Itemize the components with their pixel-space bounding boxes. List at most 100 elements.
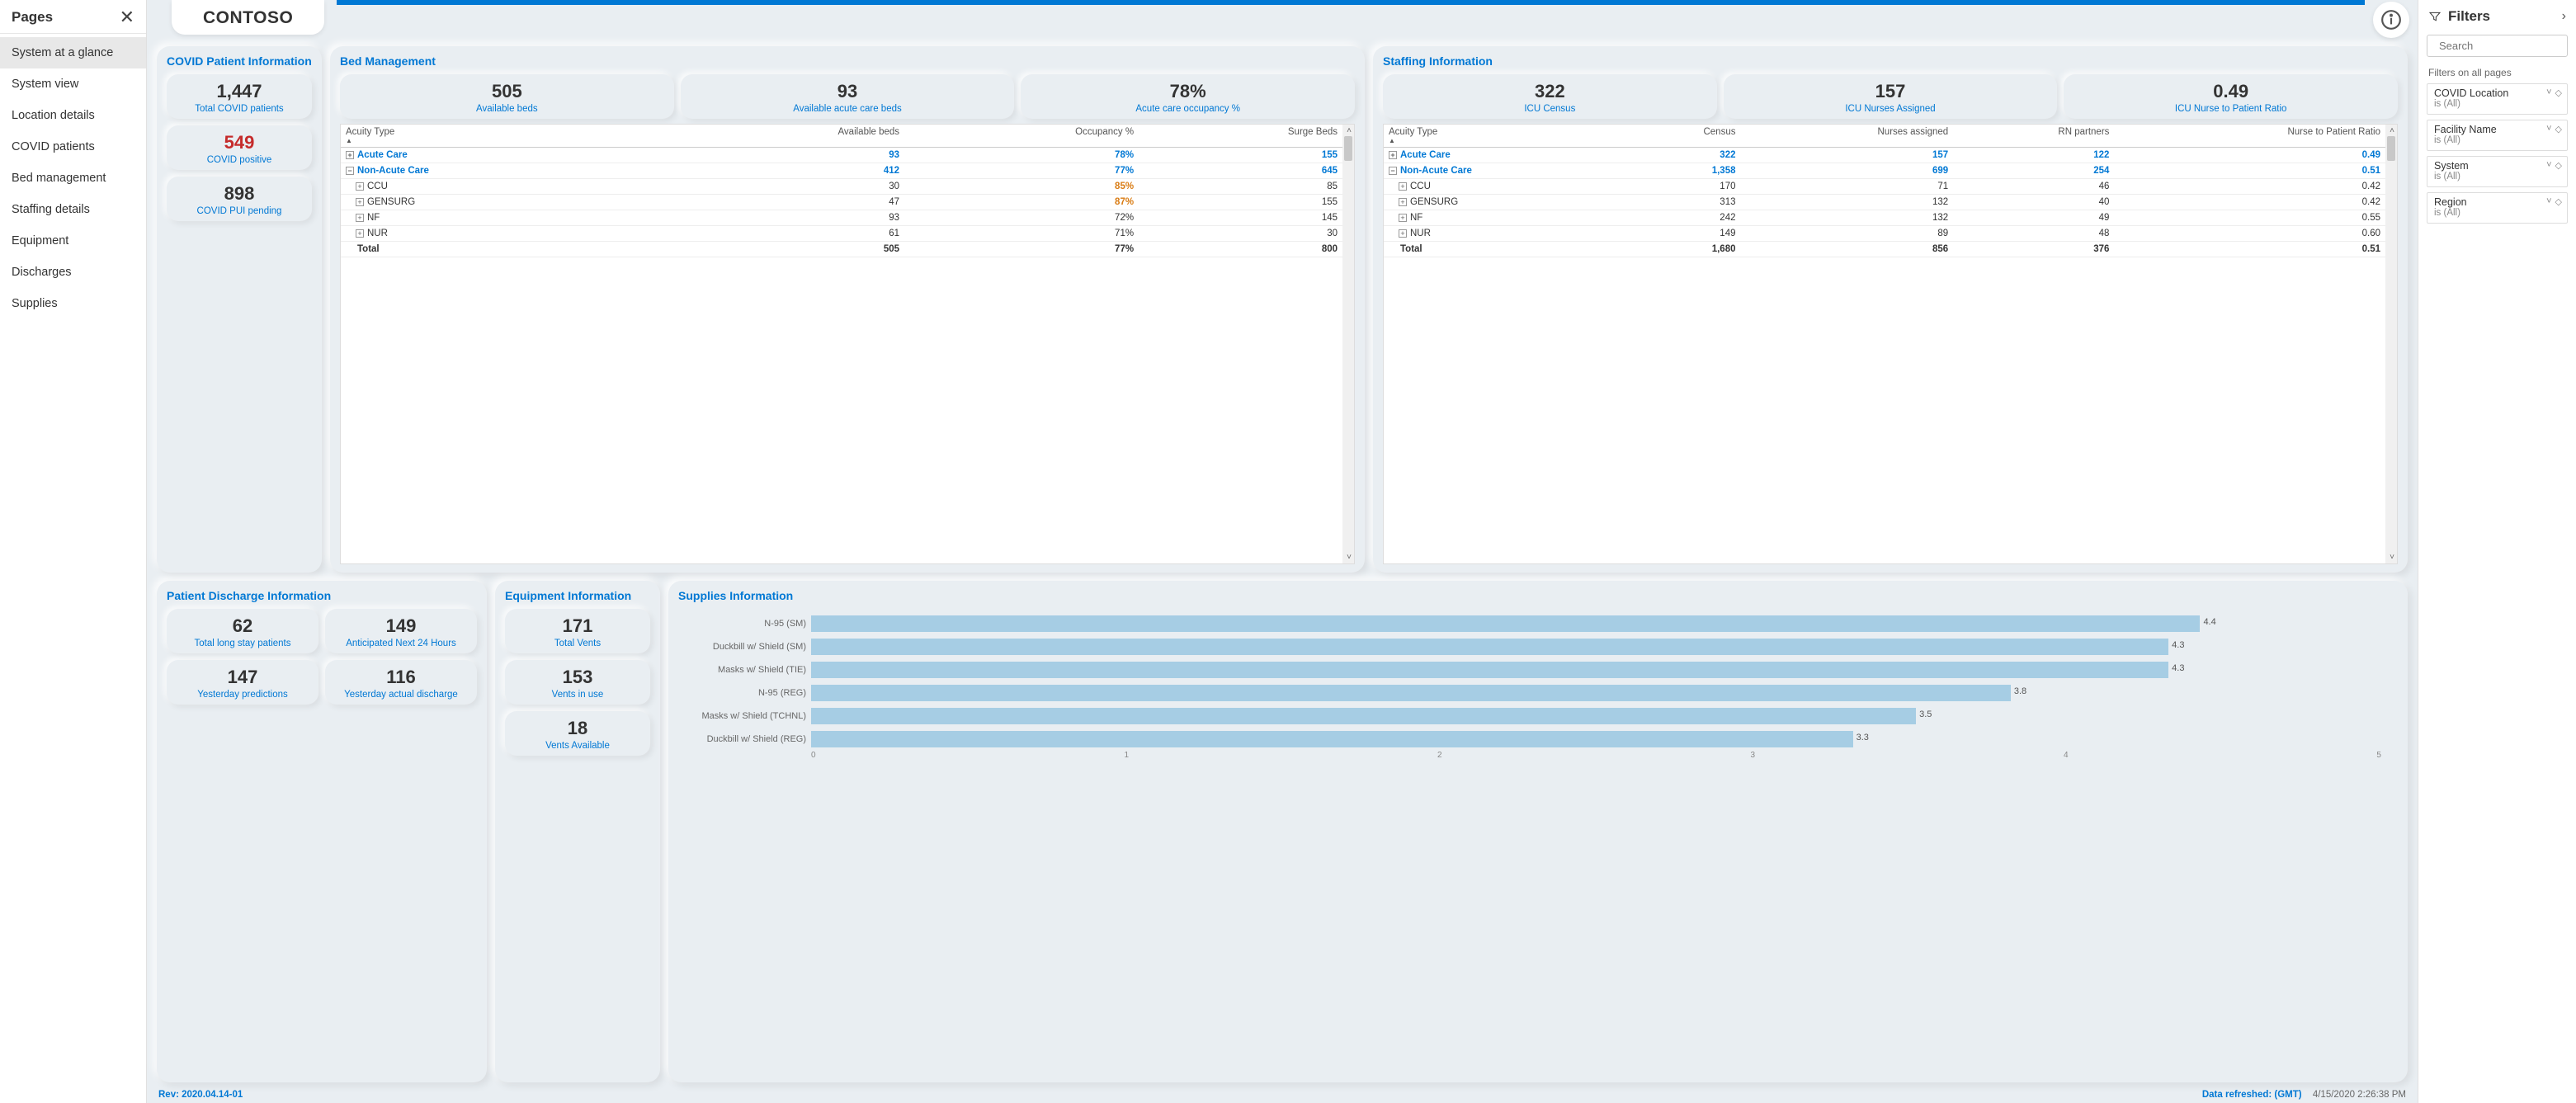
- pages-panel: Pages ✕ System at a glanceSystem viewLoc…: [0, 0, 147, 1103]
- bar-row[interactable]: Duckbill w/ Shield (REG) 3.3: [686, 728, 2390, 751]
- page-item[interactable]: COVID patients: [0, 131, 146, 163]
- page-item[interactable]: System at a glance: [0, 37, 146, 68]
- scroll-up-icon[interactable]: ˄: [1347, 126, 1352, 135]
- expand-icon[interactable]: +: [356, 214, 364, 222]
- expand-icon[interactable]: +: [1389, 151, 1397, 159]
- table-row[interactable]: +NUR14989480.60: [1384, 226, 2385, 242]
- filters-panel: Filters › Filters on all pages COVID Loc…: [2418, 0, 2576, 1103]
- table-row[interactable]: −Non-Acute Care41277%645: [341, 163, 1342, 179]
- scroll-thumb[interactable]: [2387, 136, 2395, 161]
- erase-icon[interactable]: ◇: [2555, 160, 2562, 171]
- bar-row[interactable]: Duckbill w/ Shield (SM) 4.3: [686, 635, 2390, 658]
- page-item[interactable]: Bed management: [0, 163, 146, 194]
- filter-name: Facility Name: [2434, 124, 2560, 135]
- page-item[interactable]: System view: [0, 68, 146, 100]
- refreshed-label: Data refreshed: (GMT): [2202, 1090, 2302, 1100]
- scroll-thumb[interactable]: [1344, 136, 1352, 161]
- kpi-tile: 78% Acute care occupancy %: [1021, 74, 1355, 119]
- filter-card[interactable]: Region is (All) ˅ ◇: [2427, 192, 2568, 224]
- bed-card: Bed Management 505 Available beds 93 Ava…: [330, 46, 1365, 573]
- expand-icon[interactable]: −: [346, 167, 354, 175]
- col-header[interactable]: Surge Beds: [1139, 125, 1342, 148]
- table-row[interactable]: +NUR6171%30: [341, 226, 1342, 242]
- col-header[interactable]: Occupancy %: [904, 125, 1139, 148]
- info-button[interactable]: [2373, 2, 2409, 38]
- bar-row[interactable]: Masks w/ Shield (TIE) 4.3: [686, 658, 2390, 681]
- chevron-right-icon[interactable]: ›: [2562, 9, 2566, 24]
- col-header[interactable]: Nurse to Patient Ratio: [2114, 125, 2385, 148]
- bar-row[interactable]: N-95 (REG) 3.8: [686, 681, 2390, 705]
- expand-icon[interactable]: +: [346, 151, 354, 159]
- erase-icon[interactable]: ◇: [2555, 87, 2562, 98]
- scroll-up-icon[interactable]: ˄: [2390, 126, 2394, 135]
- col-header[interactable]: Census: [1630, 125, 1741, 148]
- table-row[interactable]: +GENSURG4787%155: [341, 195, 1342, 210]
- bar-row[interactable]: N-95 (SM) 4.4: [686, 612, 2390, 635]
- expand-icon[interactable]: +: [356, 229, 364, 238]
- table-row[interactable]: +NF242132490.55: [1384, 210, 2385, 226]
- page-item[interactable]: Staffing details: [0, 194, 146, 225]
- col-header[interactable]: Available beds: [660, 125, 904, 148]
- expand-icon[interactable]: +: [1399, 198, 1407, 206]
- close-icon[interactable]: ✕: [120, 8, 134, 26]
- table-row[interactable]: +Acute Care9378%155: [341, 148, 1342, 163]
- kpi-value: 1,447: [172, 81, 307, 102]
- scroll-down-icon[interactable]: ˅: [2390, 553, 2394, 562]
- search-input[interactable]: [2439, 40, 2576, 52]
- scroll-down-icon[interactable]: ˅: [1347, 553, 1352, 562]
- chevron-down-icon[interactable]: ˅: [2546, 124, 2551, 134]
- kpi-value: 78%: [1026, 81, 1350, 102]
- expand-icon[interactable]: +: [1399, 182, 1407, 191]
- col-header[interactable]: Acuity Type▲: [1384, 125, 1630, 148]
- erase-icon[interactable]: ◇: [2555, 124, 2562, 134]
- scrollbar[interactable]: ˄ ˅: [2385, 125, 2397, 563]
- kpi-label: ICU Nurses Assigned: [1729, 104, 2053, 114]
- table-row[interactable]: −Non-Acute Care1,3586992540.51: [1384, 163, 2385, 179]
- filter-value: is (All): [2434, 135, 2560, 145]
- col-header[interactable]: Nurses assigned: [1740, 125, 1953, 148]
- bar-fill: [811, 685, 2011, 701]
- col-header[interactable]: Acuity Type▲: [341, 125, 660, 148]
- kpi-tile: 157 ICU Nurses Assigned: [1724, 74, 2058, 119]
- page-item[interactable]: Location details: [0, 100, 146, 131]
- page-item[interactable]: Discharges: [0, 257, 146, 288]
- filter-card[interactable]: System is (All) ˅ ◇: [2427, 156, 2568, 187]
- total-row: Total1,6808563760.51: [1384, 242, 2385, 257]
- expand-icon[interactable]: +: [1399, 214, 1407, 222]
- expand-icon[interactable]: +: [356, 198, 364, 206]
- chevron-down-icon[interactable]: ˅: [2546, 196, 2551, 207]
- filter-card[interactable]: COVID Location is (All) ˅ ◇: [2427, 83, 2568, 115]
- pages-title: Pages: [12, 9, 53, 26]
- kpi-label: Vents Available: [510, 741, 645, 751]
- filter-card[interactable]: Facility Name is (All) ˅ ◇: [2427, 120, 2568, 151]
- page-item[interactable]: Equipment: [0, 225, 146, 257]
- kpi-tile: 93 Available acute care beds: [681, 74, 1015, 119]
- total-row: Total50577%800: [341, 242, 1342, 257]
- supplies-bar-chart[interactable]: N-95 (SM) 4.4 Duckbill w/ Shield (SM) 4.…: [678, 609, 2398, 1074]
- bed-table[interactable]: Acuity Type▲Available bedsOccupancy %Sur…: [341, 125, 1342, 257]
- col-header[interactable]: RN partners: [1953, 125, 2114, 148]
- bar-value: 4.3: [2172, 640, 2184, 650]
- expand-icon[interactable]: −: [1389, 167, 1397, 175]
- bar-fill: [811, 662, 2168, 678]
- table-row[interactable]: +Acute Care3221571220.49: [1384, 148, 2385, 163]
- chevron-down-icon[interactable]: ˅: [2546, 87, 2551, 98]
- table-row[interactable]: +CCU3085%85: [341, 179, 1342, 195]
- expand-icon[interactable]: +: [1399, 229, 1407, 238]
- bar-row[interactable]: Masks w/ Shield (TCHNL) 3.5: [686, 705, 2390, 728]
- table-row[interactable]: +GENSURG313132400.42: [1384, 195, 2385, 210]
- expand-icon[interactable]: +: [356, 182, 364, 191]
- table-row[interactable]: +NF9372%145: [341, 210, 1342, 226]
- scrollbar[interactable]: ˄ ˅: [1342, 125, 1354, 563]
- search-box[interactable]: [2427, 35, 2568, 57]
- table-row[interactable]: +CCU17071460.42: [1384, 179, 2385, 195]
- erase-icon[interactable]: ◇: [2555, 196, 2562, 207]
- staff-table[interactable]: Acuity Type▲CensusNurses assignedRN part…: [1384, 125, 2385, 257]
- filter-name: COVID Location: [2434, 87, 2560, 99]
- kpi-value: 505: [345, 81, 669, 102]
- filter-name: Region: [2434, 196, 2560, 208]
- kpi-value: 153: [510, 667, 645, 688]
- chevron-down-icon[interactable]: ˅: [2546, 160, 2551, 171]
- kpi-label: COVID positive: [172, 155, 307, 165]
- page-item[interactable]: Supplies: [0, 288, 146, 319]
